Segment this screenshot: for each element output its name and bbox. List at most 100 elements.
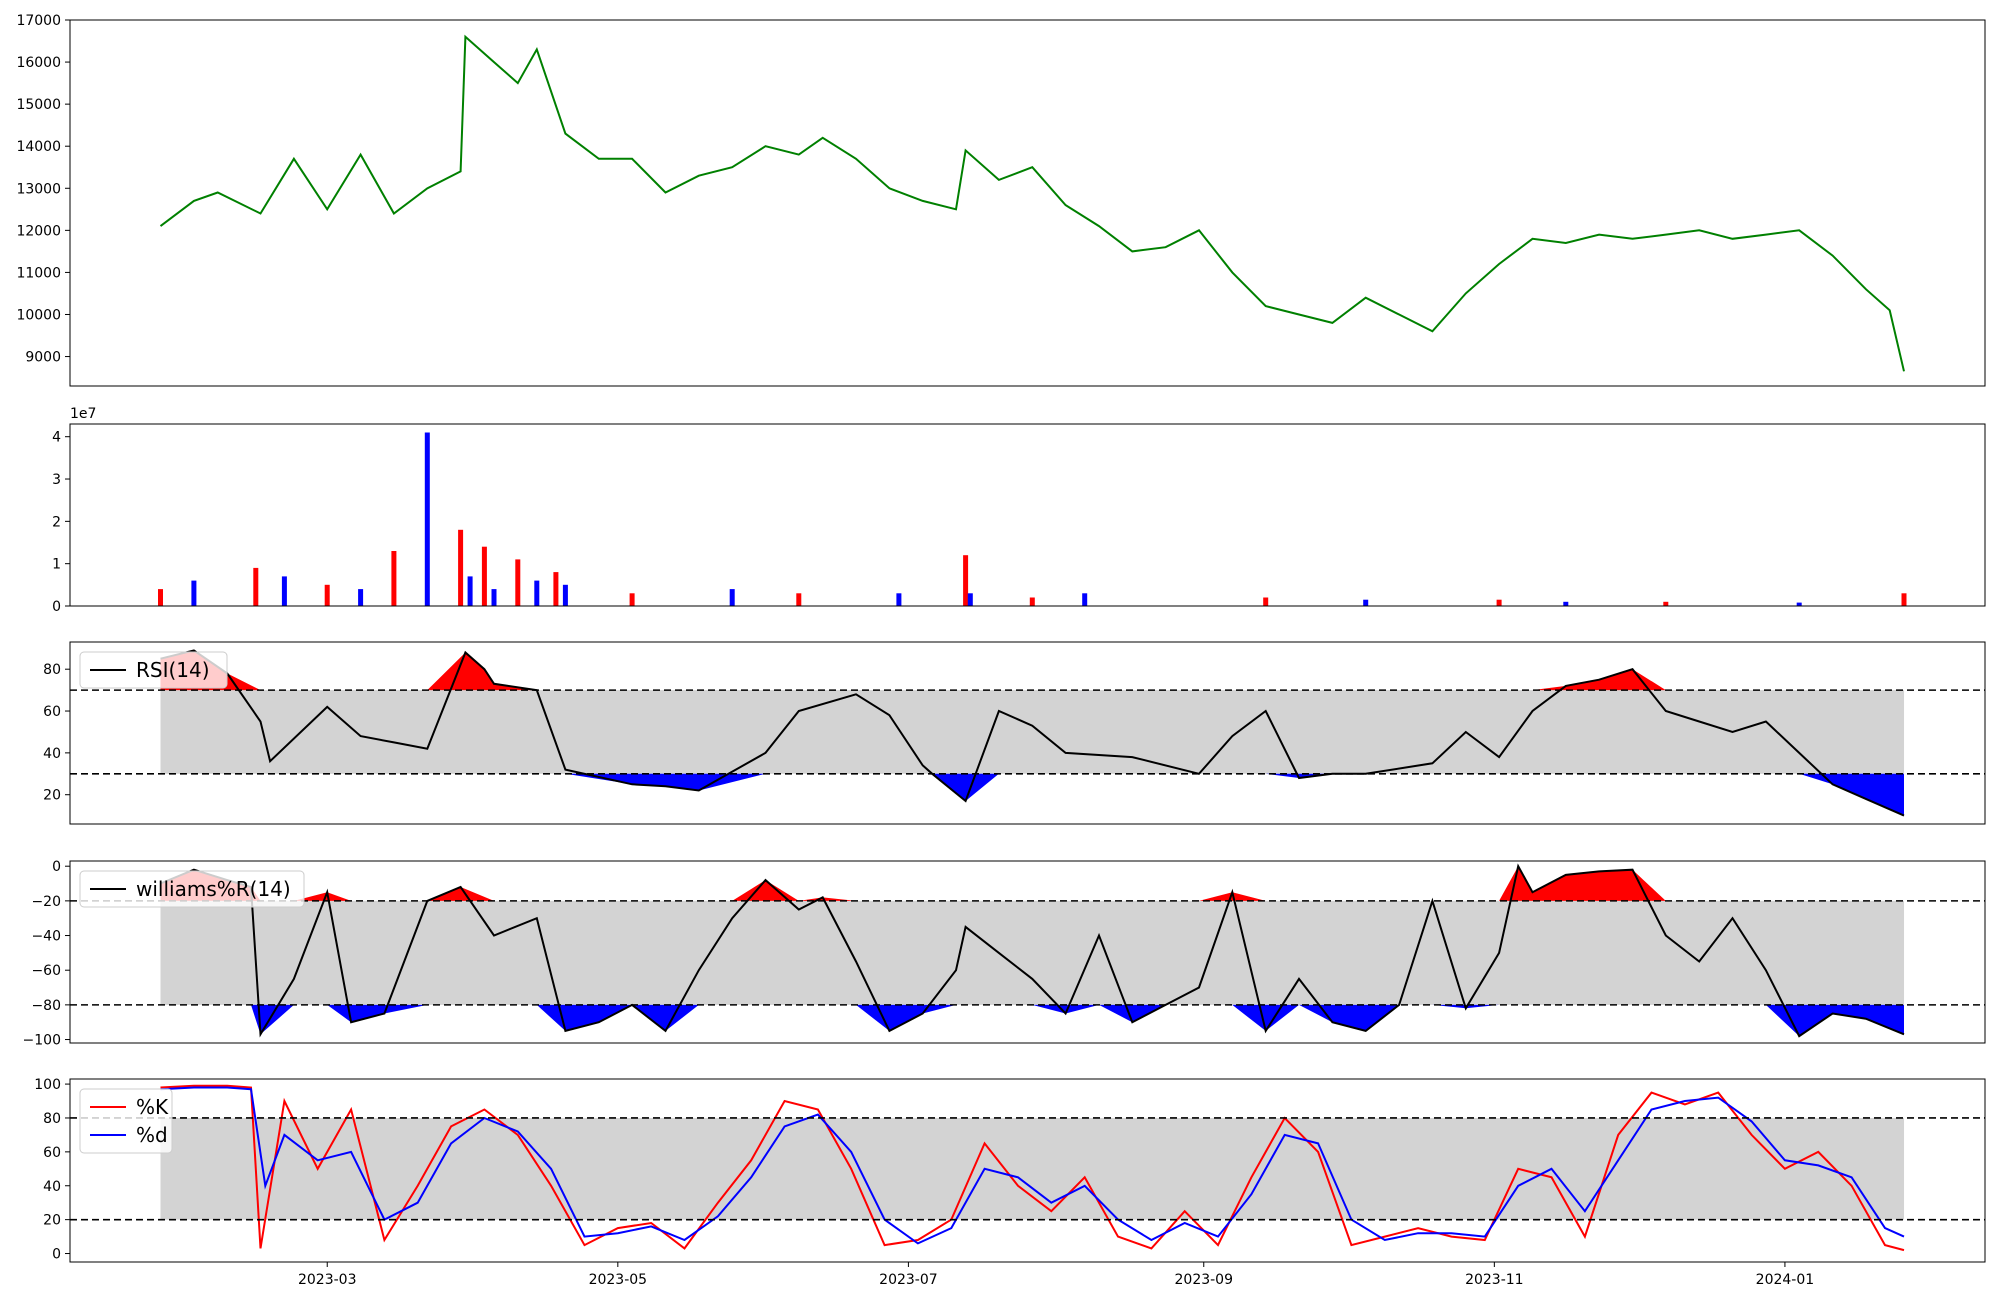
volume-bar xyxy=(1901,593,1907,606)
plot-frame xyxy=(69,860,1986,1044)
series-line-close xyxy=(159,34,1905,372)
y-tick-label: 1 xyxy=(52,557,61,573)
volume-bar xyxy=(553,572,559,606)
x-tick-label: 2024-01 xyxy=(1756,1272,1815,1288)
volume-bar xyxy=(796,593,802,606)
volume-bar xyxy=(629,593,635,606)
y-tick-label: −100 xyxy=(23,1033,61,1049)
x-tick-label: 2023-03 xyxy=(298,1272,357,1288)
panel-price: 17000 16000 15000 14000 13000 12000 11000 10000… xyxy=(16,13,1986,387)
volume-bar xyxy=(729,589,735,606)
x-axis: 2023-03 2023-05 2023-07 2023-09 2023-11 2024-… xyxy=(298,1262,1814,1288)
volume-bar xyxy=(1082,593,1088,606)
volume-bar xyxy=(281,576,287,606)
plot-area xyxy=(70,20,1985,386)
y-tick-label: 40 xyxy=(43,1179,61,1195)
volume-bar xyxy=(515,559,521,606)
panel-stochastic: 100 80 60 40 20 0 %K %d xyxy=(34,1077,1986,1263)
legend-box xyxy=(79,1088,173,1154)
series-line--d xyxy=(160,1086,1905,1245)
overbought-fill xyxy=(160,866,1904,901)
volume-bar xyxy=(963,555,969,606)
x-tick-label: 2023-09 xyxy=(1175,1272,1234,1288)
plot-frame xyxy=(69,641,1986,825)
y-tick-label: 0 xyxy=(52,859,61,875)
y-tick-label: 16000 xyxy=(16,55,61,71)
volume-bar xyxy=(967,593,973,606)
y-tick-label: 14000 xyxy=(16,139,61,155)
y-tick-label: 10000 xyxy=(16,307,61,323)
volume-bar xyxy=(458,529,464,606)
volume-bar xyxy=(1029,597,1035,606)
y-tick-label: −40 xyxy=(31,929,61,945)
y-tick-label: 20 xyxy=(43,788,61,804)
volume-bar xyxy=(253,567,259,606)
y-tick-label: 0 xyxy=(52,1247,61,1263)
y-tick-label: −60 xyxy=(31,963,61,979)
neutral-band xyxy=(160,1117,1905,1220)
x-tick-label: 2023-07 xyxy=(879,1272,938,1288)
volume-bar xyxy=(391,551,397,606)
y-tick-label: 13000 xyxy=(16,181,61,197)
panel-rsi: 80 60 40 20 RSI(14) xyxy=(43,641,1986,825)
series-line--k xyxy=(160,1084,1905,1252)
legend-box xyxy=(79,870,305,908)
volume-bar xyxy=(467,576,473,606)
y-tick-label: −80 xyxy=(31,998,61,1014)
volume-bar xyxy=(324,584,330,606)
volume-bar xyxy=(1263,597,1269,606)
series-line-williams-r-14- xyxy=(160,863,1905,1038)
y-tick-label: 9000 xyxy=(25,350,61,366)
legend-label: %d xyxy=(136,1123,168,1147)
volume-bar xyxy=(191,580,197,606)
volume-bar xyxy=(1363,599,1369,606)
plot-area xyxy=(70,424,1985,606)
legend: williams%R(14) xyxy=(79,870,305,908)
legend-box xyxy=(79,651,228,689)
y-tick-label: 0 xyxy=(52,599,61,615)
y-tick-label: 4 xyxy=(52,430,61,446)
y-tick-label: 100 xyxy=(34,1077,61,1093)
panel-volume: 4 3 2 1 0 1e7 xyxy=(52,406,1986,615)
volume-bar xyxy=(358,589,364,606)
y-tick-label: 80 xyxy=(43,662,61,678)
volume-bar xyxy=(534,580,540,606)
y-offset-label: 1e7 xyxy=(70,406,96,422)
volume-bar xyxy=(424,432,430,606)
y-tick-label: 12000 xyxy=(16,223,61,239)
y-tick-label: 80 xyxy=(43,1111,61,1127)
plot-frame xyxy=(69,1078,1986,1263)
neutral-band xyxy=(160,690,1905,774)
y-tick-label: 60 xyxy=(43,704,61,720)
volume-bar xyxy=(1796,602,1802,606)
volume-bar xyxy=(896,593,902,606)
plot-frame xyxy=(69,423,1986,607)
y-tick-label: 17000 xyxy=(16,13,61,29)
series-line-rsi-14- xyxy=(160,649,1905,817)
legend: %K %d xyxy=(79,1088,173,1154)
neutral-band xyxy=(160,900,1905,1005)
volume-bar xyxy=(1496,599,1502,606)
y-tick-label: 60 xyxy=(43,1145,61,1161)
x-tick-label: 2023-05 xyxy=(589,1272,648,1288)
y-tick-label: 20 xyxy=(43,1213,61,1229)
legend-label: RSI(14) xyxy=(136,658,210,682)
volume-bar xyxy=(1563,601,1569,606)
volume-bar xyxy=(1663,601,1669,606)
volume-bar xyxy=(158,589,163,606)
y-tick-label: 2 xyxy=(52,514,61,530)
volume-bar xyxy=(562,584,568,606)
plot-frame xyxy=(69,19,1986,387)
y-tick-label: 40 xyxy=(43,746,61,762)
x-tick-label: 2023-11 xyxy=(1465,1272,1524,1288)
oversold-fill xyxy=(160,1004,1904,1037)
volume-bar xyxy=(481,546,487,606)
legend: RSI(14) xyxy=(79,651,228,689)
y-tick-label: 11000 xyxy=(16,265,61,281)
panel-williams: 0 −20 −40 −60 −80 −100 williams%R(14) xyxy=(23,859,1986,1049)
y-tick-label: 3 xyxy=(52,472,61,488)
volume-bar xyxy=(491,589,497,606)
y-tick-label: 15000 xyxy=(16,97,61,113)
